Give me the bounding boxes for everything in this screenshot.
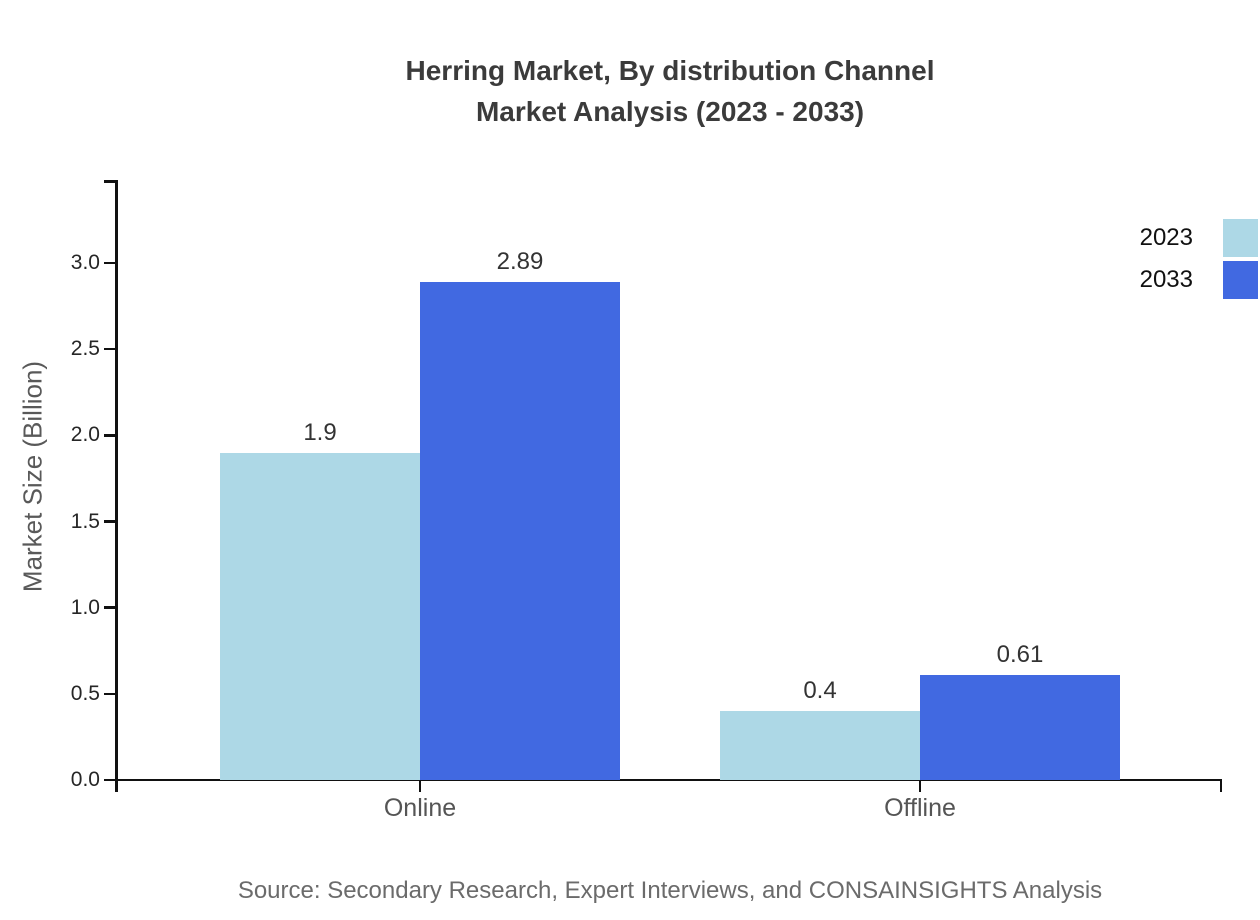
x-axis-line <box>115 778 1222 782</box>
source-note: Source: Secondary Research, Expert Inter… <box>237 877 1103 904</box>
y-tick-label: 0.0 <box>70 768 100 791</box>
y-tick-mark <box>103 347 117 351</box>
y-tick-mark <box>103 606 117 609</box>
bar-value-label: 0.4 <box>803 677 837 705</box>
y-tick-label: 2.5 <box>70 337 100 361</box>
bar-2023-online <box>220 452 420 780</box>
chart-title-line-2: Market Analysis (2023 - 2033) <box>475 96 865 127</box>
x-tick-mark <box>418 779 422 792</box>
legend-swatch-2023 <box>1223 219 1258 257</box>
legend-swatch-2033 <box>1223 261 1258 299</box>
y-tick-label: 1.0 <box>70 595 100 619</box>
y-tick-mark <box>103 520 117 523</box>
bar-value-label: 2.89 <box>496 247 544 275</box>
bar-2023-offline <box>720 711 920 780</box>
x-tick-label-offline: Offline <box>884 794 956 822</box>
bar-2033-online <box>420 281 620 780</box>
x-tick-label-online: Online <box>383 794 457 822</box>
x-tick-mark <box>918 779 922 792</box>
chart-title: Herring Market, By distribution Channel … <box>117 50 1223 132</box>
y-tick-label: 2.0 <box>70 423 100 447</box>
x-axis-right-cap <box>1219 778 1222 792</box>
y-tick-label: 3.0 <box>70 251 100 274</box>
y-tick-mark <box>103 778 117 782</box>
y-tick-label: 0.5 <box>70 681 100 705</box>
y-tick-mark <box>103 434 117 437</box>
y-tick-mark <box>103 692 117 696</box>
chart-title-line-1: Herring Market, By distribution Channel <box>405 55 935 86</box>
legend-label-2023: 2023 <box>1139 224 1193 251</box>
y-axis-top-cap <box>103 180 118 183</box>
bar-value-label: 1.9 <box>303 418 337 446</box>
bar-2033-offline <box>920 674 1120 780</box>
y-axis-line <box>115 180 118 792</box>
legend-label-2033: 2033 <box>1139 266 1193 293</box>
y-tick-mark <box>103 261 117 265</box>
bar-value-label: 0.61 <box>996 640 1044 668</box>
y-tick-label: 1.5 <box>70 509 100 533</box>
